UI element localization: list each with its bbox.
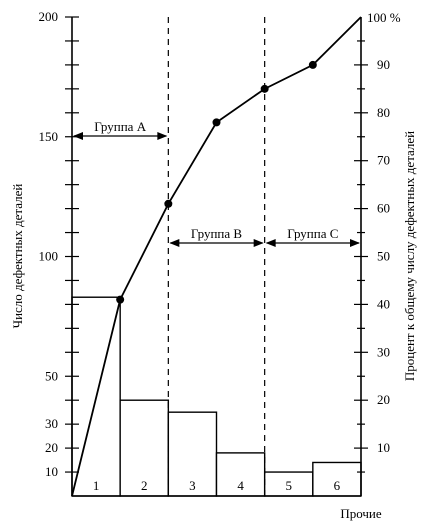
cumulative-point [212, 118, 221, 127]
arrow-head-left [169, 239, 180, 247]
right-axis-title: Процент к общему числу дефектных деталей [402, 131, 417, 381]
left-tick-label: 100 [39, 249, 59, 264]
category-label: 1 [93, 478, 100, 493]
arrow-head-right [157, 132, 168, 140]
others-note: Прочие [340, 506, 382, 521]
left-tick-label: 50 [45, 368, 58, 383]
left-tick-label: 10 [45, 464, 58, 479]
cumulative-point [164, 199, 173, 208]
group-label-bg [86, 118, 155, 134]
category-label: 4 [237, 478, 244, 493]
group-label-bg [182, 225, 251, 241]
right-tick-label-top: 100 % [367, 10, 401, 25]
right-tick-label: 70 [377, 153, 390, 168]
right-tick-label: 10 [377, 440, 390, 455]
category-label: 5 [286, 478, 293, 493]
cumulative-point [308, 60, 317, 69]
cumulative-layer [71, 16, 362, 497]
category-label: 6 [334, 478, 341, 493]
group-label-bg [278, 225, 347, 241]
group-label: Группа А [94, 119, 146, 134]
left-tick-label: 150 [39, 129, 59, 144]
bar-2 [119, 399, 170, 497]
arrow-head-left [265, 239, 276, 247]
group-label: Группа В [191, 226, 242, 241]
right-tick-label: 40 [377, 296, 390, 311]
group-label: Группа С [287, 226, 338, 241]
left-ticks: 10 20 30 50 100 150 200 [39, 9, 79, 479]
right-tick-label: 50 [377, 249, 390, 264]
arrow-head-right [253, 239, 264, 247]
group-separators [167, 17, 266, 496]
right-tick-label: 30 [377, 344, 390, 359]
cumulative-point [260, 84, 269, 93]
category-label: 3 [189, 478, 196, 493]
left-tick-label: 20 [45, 440, 58, 455]
arrow-head-right [350, 239, 360, 247]
group-annotations: Группа А Группа В Группа С [73, 118, 360, 247]
right-tick-label: 60 [377, 201, 390, 216]
cumulative-point [116, 295, 125, 304]
right-tick-label: 80 [377, 105, 390, 120]
left-axis-title: Число дефектных деталей [10, 184, 25, 329]
category-labels: 1 2 3 4 5 6 [93, 478, 341, 493]
arrow-head-left [73, 132, 83, 140]
right-ticks: 10 20 30 40 50 60 70 80 90 100 % [354, 10, 401, 473]
category-label: 2 [141, 478, 148, 493]
right-tick-label: 20 [377, 392, 390, 407]
right-tick-label: 90 [377, 57, 390, 72]
bars-layer [71, 296, 362, 497]
left-tick-label: 200 [39, 9, 59, 24]
left-tick-label: 30 [45, 416, 58, 431]
